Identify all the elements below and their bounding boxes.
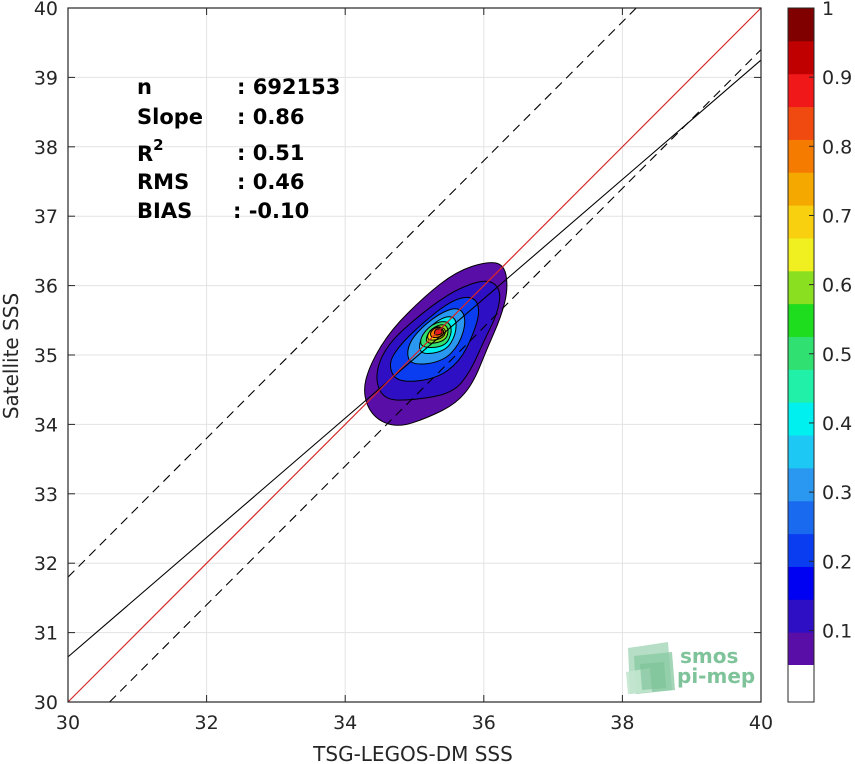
- colorbar-tick-label: 0.6: [822, 275, 852, 297]
- colorbar-segment: [788, 632, 814, 666]
- x-tick-label: 32: [195, 712, 219, 734]
- y-axis-label: Satellite SSS: [0, 293, 23, 419]
- colorbar-tick-label: 0.8: [822, 136, 852, 158]
- regression-line: [67, 59, 762, 658]
- colorbar-segment: [788, 270, 814, 305]
- colorbar-segment: [788, 106, 814, 140]
- colorbar-segment: [788, 172, 814, 206]
- stat-slope-label: Slope: [137, 105, 203, 129]
- colorbar-segment: [788, 73, 814, 108]
- stat-r2-base: R: [137, 142, 153, 166]
- smos-pimep-logo: smos pi-mep: [626, 642, 755, 694]
- reference-lines: [67, 7, 762, 703]
- y-tick-label: 32: [34, 553, 58, 575]
- colorbar: 0.1 0.2 0.3 0.4 0.5 0.6 0.7 0.8 0.9 1: [787, 0, 852, 703]
- stat-rms-value: : 0.46: [237, 170, 305, 194]
- colorbar-segment: [788, 435, 814, 469]
- y-tick-label: 38: [34, 137, 58, 159]
- stat-r2-label: R2: [137, 136, 164, 166]
- stat-n-value: : 692153: [237, 75, 340, 99]
- colorbar-segment: [788, 205, 814, 239]
- stat-slope-value: : 0.86: [237, 105, 305, 129]
- colorbar-tick-label: 0.9: [822, 67, 852, 89]
- y-tick-label: 37: [34, 206, 58, 228]
- colorbar-segment: [788, 533, 814, 567]
- colorbar-tick-label: 0.5: [822, 344, 852, 366]
- y-tick-label: 33: [34, 484, 58, 506]
- colorbar-segment: [788, 467, 814, 502]
- x-tick-label: 40: [749, 712, 773, 734]
- y-tick-label: 35: [34, 345, 58, 367]
- colorbar-tick-label: 0.4: [822, 413, 852, 435]
- statistics-box: n : 692153 Slope : 0.86 R2 : 0.51 RMS : …: [137, 75, 340, 223]
- lower-bound-dashed-line: [109, 49, 762, 703]
- axes: 30 32 34 36 38 40 30 31 32 33 34 35 36 37 38 39 40: [34, 0, 773, 734]
- colorbar-tick-label: 0.2: [822, 551, 852, 573]
- colorbar-frame: [787, 7, 815, 703]
- y-tick-label: 40: [34, 0, 58, 20]
- x-tick-label: 36: [472, 712, 496, 734]
- logo-graphic-icon: [626, 642, 675, 694]
- colorbar-segment: [788, 402, 814, 436]
- colorbar-low-segment: [788, 665, 814, 702]
- stat-bias-value: : -0.10: [233, 199, 309, 223]
- logo-text-pimep: pi-mep: [677, 664, 755, 688]
- colorbar-segment: [788, 336, 814, 370]
- stat-bias-label: BIAS: [137, 199, 192, 223]
- colorbar-tick-label: 0.1: [822, 620, 852, 642]
- colorbar-segment: [788, 139, 814, 173]
- x-tick-label: 30: [56, 712, 80, 734]
- colorbar-segment: [788, 40, 814, 75]
- colorbar-segment: [788, 369, 814, 403]
- density-contours: [364, 262, 508, 426]
- colorbar-segment: [788, 237, 814, 272]
- colorbar-segment: [788, 599, 814, 633]
- x-tick-label: 34: [333, 712, 357, 734]
- y-tick-label: 34: [34, 414, 58, 436]
- colorbar-tick-label: 1: [822, 0, 834, 20]
- colorbar-segment: [788, 8, 814, 42]
- identity-line: [67, 7, 762, 703]
- colorbar-segment: [788, 566, 814, 600]
- logo-text-smos: smos: [680, 644, 738, 668]
- x-tick-label: 38: [610, 712, 634, 734]
- colorbar-tick-label: 0.7: [822, 205, 852, 227]
- colorbar-segment: [788, 303, 814, 337]
- stat-n-label: n: [137, 75, 152, 99]
- colorbar-segment: [788, 500, 814, 535]
- grid: [67, 7, 762, 703]
- x-axis-label: TSG-LEGOS-DM SSS: [312, 742, 513, 764]
- y-tick-label: 39: [34, 67, 58, 89]
- stat-r2-sup: 2: [153, 136, 163, 154]
- y-tick-label: 31: [34, 623, 58, 645]
- stat-rms-label: RMS: [137, 170, 189, 194]
- colorbar-tick-label: 0.3: [822, 482, 852, 504]
- y-tick-label: 36: [34, 276, 58, 298]
- y-tick-label: 30: [34, 692, 58, 714]
- stat-r2-value: : 0.51: [237, 141, 305, 165]
